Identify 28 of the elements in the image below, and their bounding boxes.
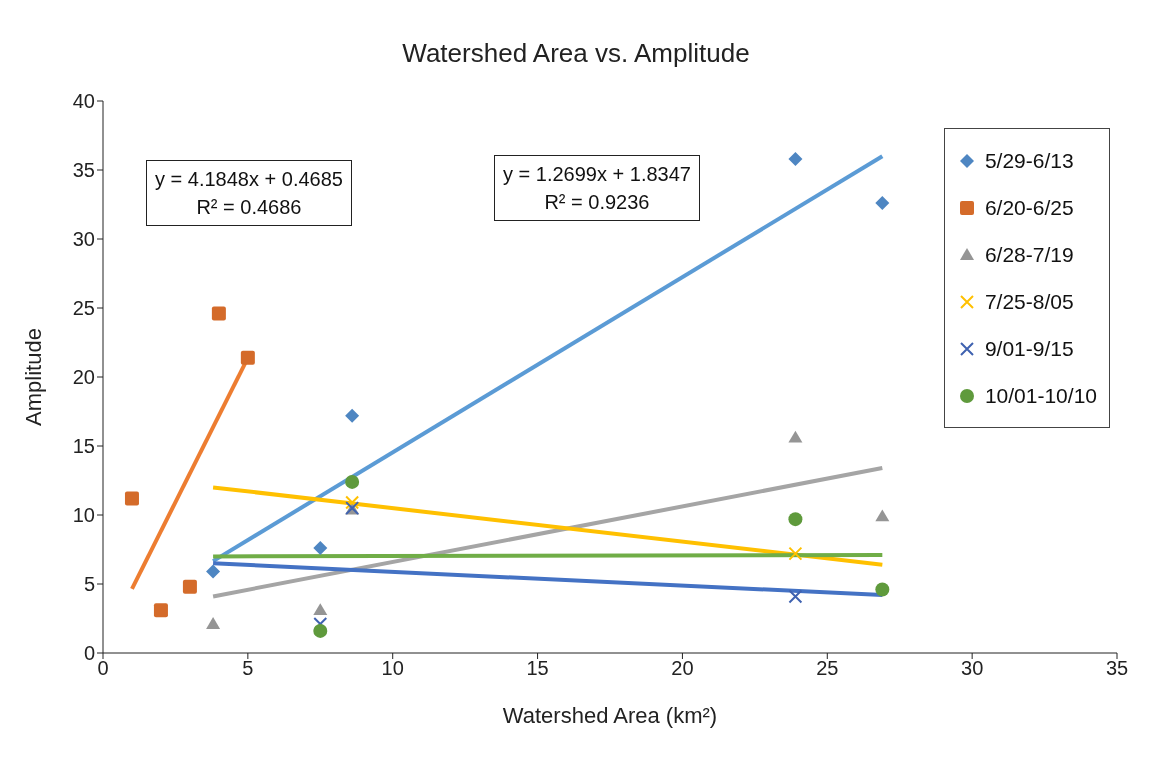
x-tick-label: 5 [242,657,254,680]
y-tick-label: 30 [72,228,95,251]
legend-label: 6/28-7/19 [984,242,1074,267]
x-tick-label: 35 [1105,657,1129,680]
legend-label: 5/29-6/13 [984,148,1074,173]
x-tick-label: 25 [816,657,839,680]
y-tick-label: 0 [83,642,95,665]
x-tick-label: 20 [671,657,694,680]
y-axis-title: Amplitude [20,328,46,426]
legend-label: 7/25-8/05 [984,289,1074,314]
x-tick-label: 10 [381,657,404,680]
y-tick-label: 15 [72,435,95,458]
y-tick-label: 20 [72,366,95,389]
x-tick-label: 0 [97,657,109,680]
y-tick-label: 10 [72,504,95,527]
y-tick-label: 25 [72,297,95,320]
legend-label: 10/01-10/10 [984,383,1097,408]
annotation: y = 4.1848x + 0.4685 R² = 0.4686 [155,167,343,220]
x-tick-label: 30 [961,657,984,680]
legend-label: 6/20-6/25 [984,195,1074,220]
y-tick-label: 35 [72,159,95,182]
x-tick-label: 15 [526,657,549,680]
y-tick-label: 40 [72,90,95,113]
y-tick-label: 5 [83,573,95,596]
legend-label: 9/01-9/15 [984,336,1074,361]
chart-title: Watershed Area vs. Amplitude [401,38,751,69]
annotation: y = 1.2699x + 1.8347 R² = 0.9236 [503,162,691,215]
x-axis-title: Watershed Area (km²) [502,703,718,728]
